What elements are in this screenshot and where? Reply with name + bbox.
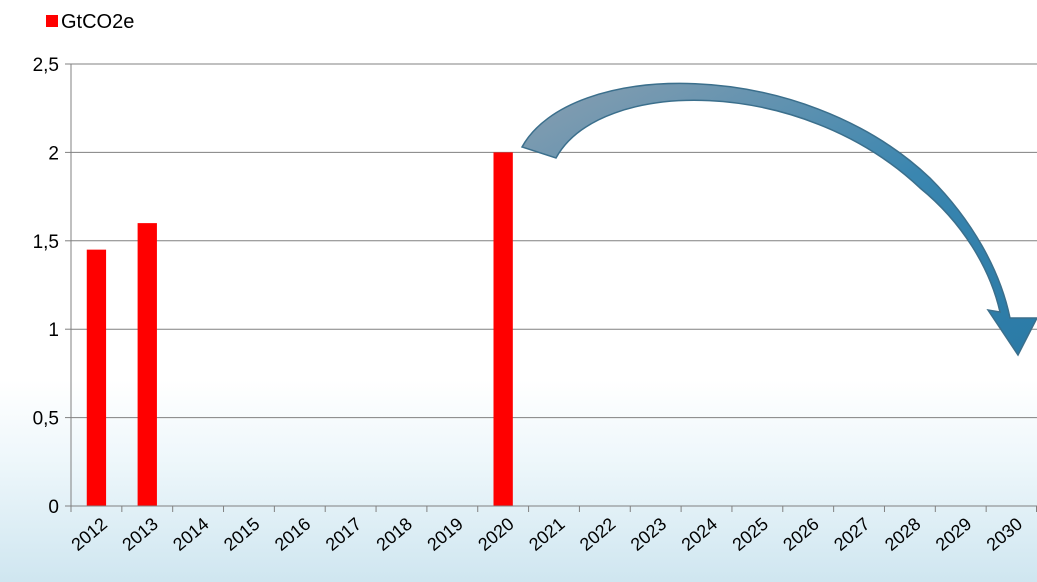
x-tick-label: 2025 [728,514,772,555]
x-tick-label: 2021 [525,514,569,555]
x-tick-label: 2026 [779,514,823,555]
y-tick-label: 0,5 [33,409,59,430]
x-tick-label: 2018 [373,514,417,555]
x-tick-label: 2022 [576,514,620,555]
x-axis-ticks: 2012 2013 2014 2015 2016 2017 2018 2019 2020 2021… [67,506,1037,555]
legend-label: GtCO2e [61,11,134,33]
x-tick-label: 2016 [271,514,315,555]
y-tick-label: 0 [48,497,59,518]
x-tick-label: 2030 [983,514,1027,555]
y-tick-label: 1 [48,320,59,341]
x-tick-label: 2017 [322,514,366,555]
curved-arrow-annotation [520,82,1037,357]
bar-2012 [86,249,107,506]
legend-swatch [46,15,58,27]
bars [86,152,513,506]
x-tick-label: 2029 [932,514,976,555]
x-tick-label: 2013 [118,514,162,555]
y-axis-ticks: 0 0,5 1 1,5 2 2,5 [33,55,71,518]
y-tick-label: 2,5 [33,55,59,76]
x-tick-label: 2024 [678,514,722,555]
y-tick-label: 1,5 [33,232,59,253]
bar-2020 [493,152,513,506]
x-tick-label: 2023 [627,514,671,555]
x-tick-label: 2019 [423,514,467,555]
x-tick-label: 2015 [220,514,264,555]
x-tick-label: 2027 [830,514,874,555]
x-tick-label: 2012 [67,514,111,555]
x-tick-label: 2014 [169,514,213,555]
x-tick-label: 2028 [881,514,925,555]
y-tick-label: 2 [48,143,59,164]
bar-2013 [137,223,157,506]
x-tick-label: 2020 [474,514,518,555]
